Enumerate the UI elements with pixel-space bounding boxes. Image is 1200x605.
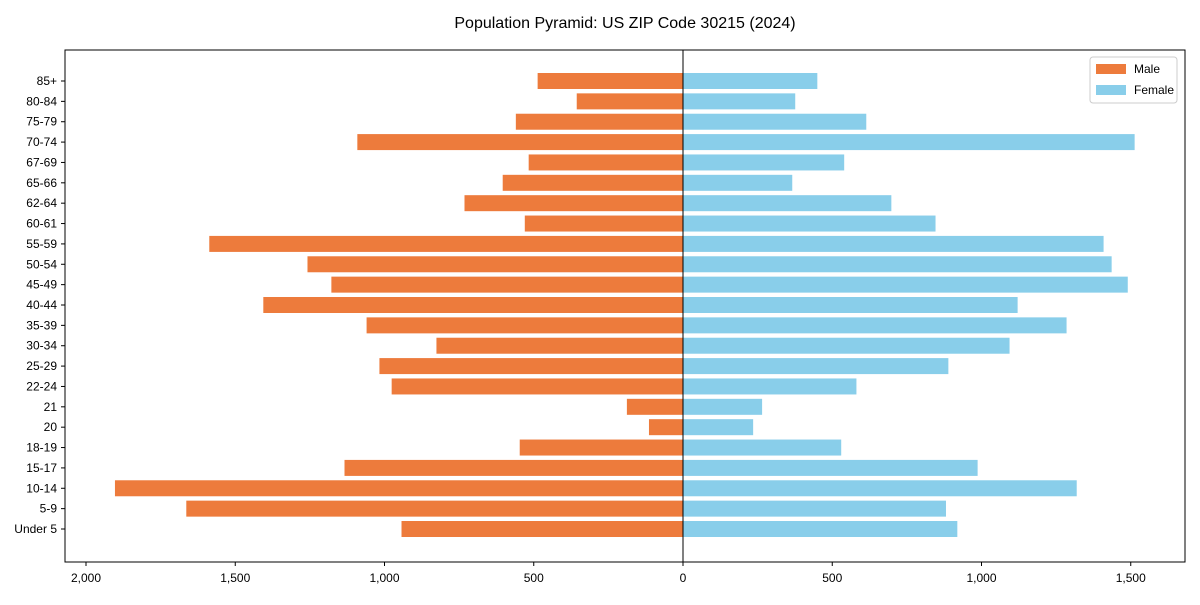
bar-male-60-61 — [524, 215, 683, 232]
bar-male-75-79 — [515, 113, 683, 130]
x-tick-label: 2,000 — [71, 571, 101, 585]
bar-female-50-54 — [683, 256, 1112, 273]
legend-label-female: Female — [1134, 83, 1174, 97]
x-tick-label: 500 — [822, 571, 842, 585]
y-tick-label: 45-49 — [26, 278, 57, 292]
bar-male-65-66 — [502, 174, 683, 191]
y-tick-label: 5-9 — [40, 502, 58, 516]
bar-male-80-84 — [576, 93, 683, 110]
bar-male-5-9 — [186, 500, 683, 517]
y-tick-label: 85+ — [37, 74, 57, 88]
y-tick-label: 10-14 — [26, 481, 57, 495]
bar-male-18-19 — [519, 439, 683, 456]
y-tick-label: 30-34 — [26, 339, 57, 353]
y-tick-label: 18-19 — [26, 441, 57, 455]
y-tick-label: 20 — [44, 420, 58, 434]
y-tick-label: 67-69 — [26, 155, 57, 169]
bar-female-75-79 — [683, 113, 867, 130]
bar-male-22-24 — [391, 378, 683, 395]
bar-male-45-49 — [331, 276, 683, 293]
bar-female-55-59 — [683, 235, 1104, 252]
bar-female-20 — [683, 419, 754, 436]
bar-male-67-69 — [528, 154, 683, 171]
y-tick-label: 15-17 — [26, 461, 57, 475]
bar-male-15-17 — [344, 459, 683, 476]
bar-male-62-64 — [464, 195, 683, 212]
y-tick-label: 65-66 — [26, 176, 57, 190]
y-tick-label: 40-44 — [26, 298, 57, 312]
bar-female-40-44 — [683, 297, 1018, 313]
y-tick-label: 80-84 — [26, 94, 57, 108]
y-tick-label: 21 — [44, 400, 58, 414]
y-tick-label: 50-54 — [26, 257, 57, 271]
bar-female-67-69 — [683, 154, 845, 171]
bar-male-40-44 — [263, 297, 683, 313]
plot-frame — [64, 49, 1186, 563]
bar-male-21 — [626, 398, 683, 415]
bar-male-10-14 — [114, 480, 684, 497]
legend-label-male: Male — [1134, 62, 1160, 76]
bar-female-18-19 — [683, 439, 842, 456]
bar-female-25-29 — [683, 358, 949, 375]
y-tick-label: 22-24 — [26, 379, 57, 393]
x-tick-label: 0 — [680, 571, 687, 585]
bar-female-80-84 — [683, 93, 796, 110]
bar-male-55-59 — [209, 235, 683, 252]
bar-male-70-74 — [357, 134, 683, 151]
bar-female-under-5 — [683, 521, 958, 537]
x-tick-label: 500 — [524, 571, 544, 585]
bar-female-70-74 — [683, 134, 1135, 151]
y-tick-label: Under 5 — [14, 522, 57, 536]
legend-swatch-male — [1096, 64, 1126, 74]
bar-female-85+ — [683, 73, 818, 89]
chart-title: Population Pyramid: US ZIP Code 30215 (2… — [454, 15, 795, 32]
legend: Male Female — [1089, 56, 1178, 104]
x-tick-label: 1,500 — [1116, 571, 1146, 585]
bar-female-15-17 — [683, 459, 978, 476]
x-tick-label: 1,500 — [220, 571, 250, 585]
bar-male-30-34 — [436, 337, 683, 354]
y-tick-label: 75-79 — [26, 115, 57, 129]
x-tick-label: 1,000 — [369, 571, 399, 585]
bar-male-under-5 — [401, 521, 683, 537]
x-tick-label: 1,000 — [966, 571, 996, 585]
bar-female-21 — [683, 398, 763, 415]
y-tick-label: 60-61 — [26, 217, 57, 231]
legend-swatch-female — [1096, 85, 1126, 95]
bar-male-20 — [648, 419, 683, 436]
bar-female-65-66 — [683, 174, 793, 191]
bar-female-5-9 — [683, 500, 946, 517]
bar-female-30-34 — [683, 337, 1010, 354]
y-tick-label: 62-64 — [26, 196, 57, 210]
y-tick-label: 55-59 — [26, 237, 57, 251]
bar-male-50-54 — [307, 256, 683, 273]
bar-female-22-24 — [683, 378, 857, 395]
bar-female-45-49 — [683, 276, 1128, 293]
y-tick-label: 25-29 — [26, 359, 57, 373]
bar-female-62-64 — [683, 195, 892, 212]
y-tick-label: 35-39 — [26, 318, 57, 332]
bar-female-60-61 — [683, 215, 936, 232]
bar-male-25-29 — [379, 358, 683, 375]
bar-male-85+ — [537, 73, 683, 89]
bar-female-10-14 — [683, 480, 1077, 497]
bar-male-35-39 — [366, 317, 683, 334]
bar-female-35-39 — [683, 317, 1067, 334]
y-tick-label: 70-74 — [26, 135, 57, 149]
